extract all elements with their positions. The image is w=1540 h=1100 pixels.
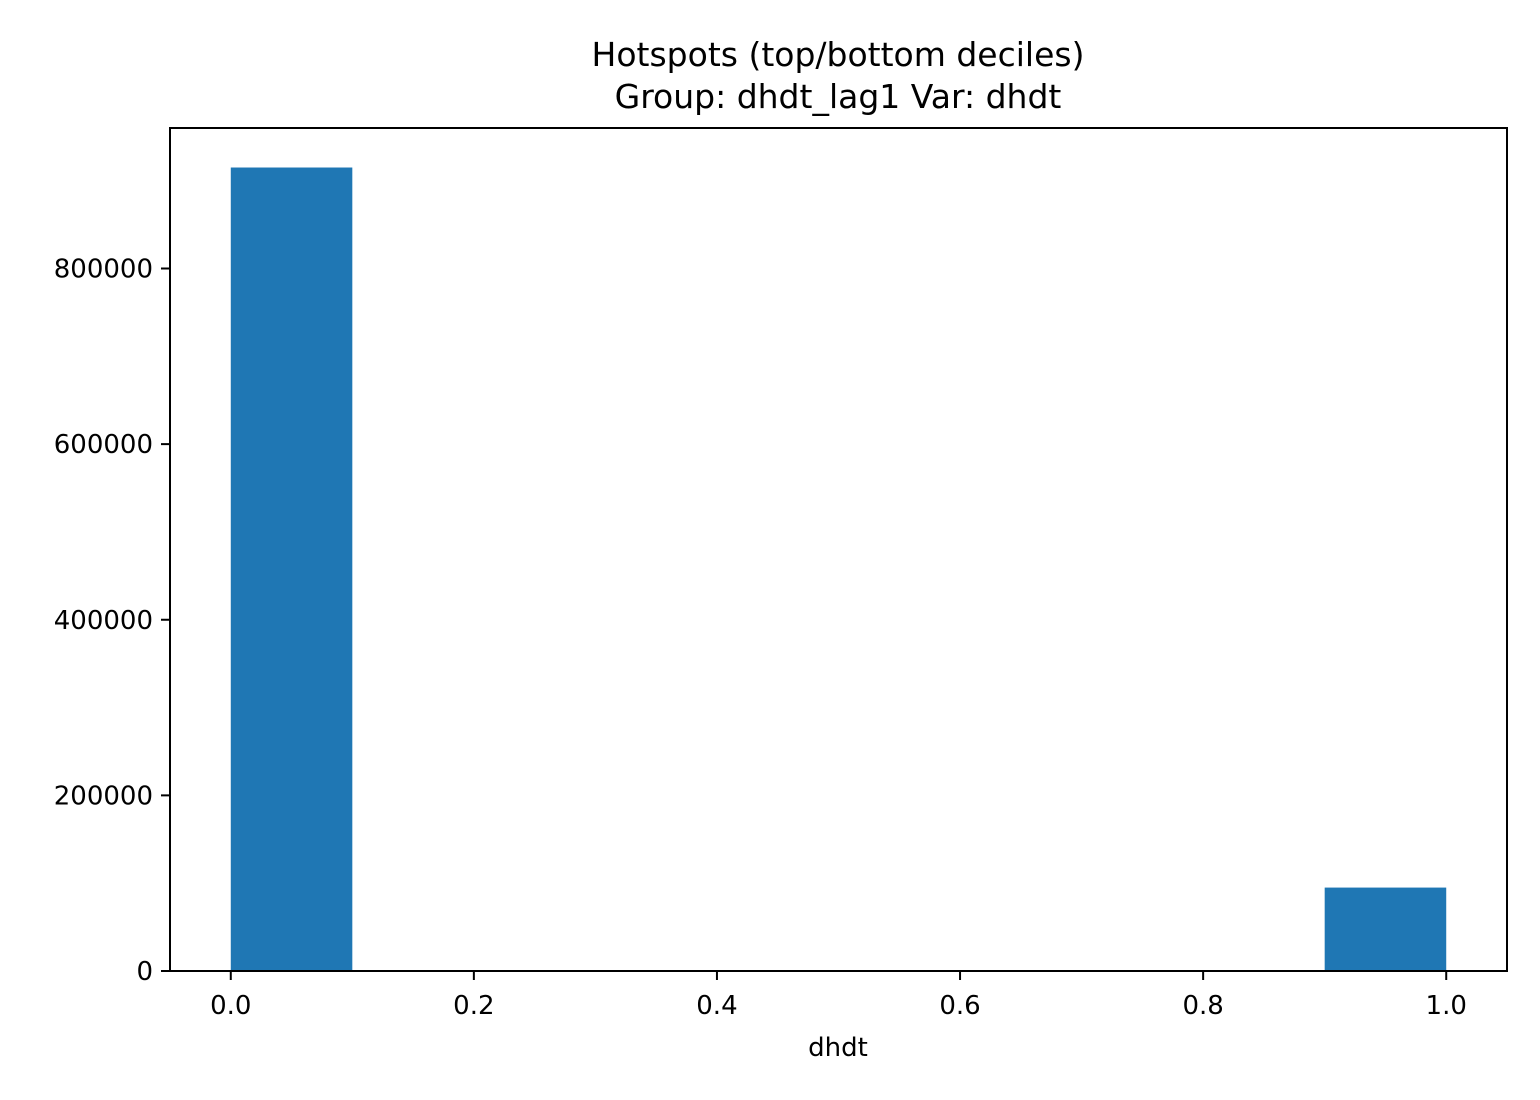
x-tick-label: 0.6 <box>939 991 980 1021</box>
y-axis-ticks: 0 200000 400000 600000 800000 <box>54 255 170 987</box>
x-tick-label: 1.0 <box>1426 991 1467 1021</box>
x-axis-ticks: 0.0 0.2 0.4 0.6 0.8 1.0 <box>210 971 1467 1021</box>
x-tick-label: 0.8 <box>1182 991 1223 1021</box>
x-tick-label: 0.2 <box>453 991 494 1021</box>
histogram-bar-0 <box>230 167 353 971</box>
y-tick-label: 600000 <box>54 430 153 460</box>
x-axis-label: dhdt <box>808 1033 868 1063</box>
x-tick-label: 0.0 <box>210 991 251 1021</box>
chart-title: Hotspots (top/bottom deciles) <box>592 35 1085 74</box>
bars-group <box>230 167 1447 971</box>
y-tick-label: 400000 <box>54 606 153 636</box>
histogram-bar-1 <box>1324 887 1447 971</box>
y-tick-label: 200000 <box>54 781 153 811</box>
plot-frame <box>169 127 1508 972</box>
y-tick-label: 800000 <box>54 255 153 285</box>
chart-subtitle: Group: dhdt_lag1 Var: dhdt <box>615 77 1062 116</box>
y-tick-label: 0 <box>136 957 153 987</box>
x-tick-label: 0.4 <box>696 991 737 1021</box>
